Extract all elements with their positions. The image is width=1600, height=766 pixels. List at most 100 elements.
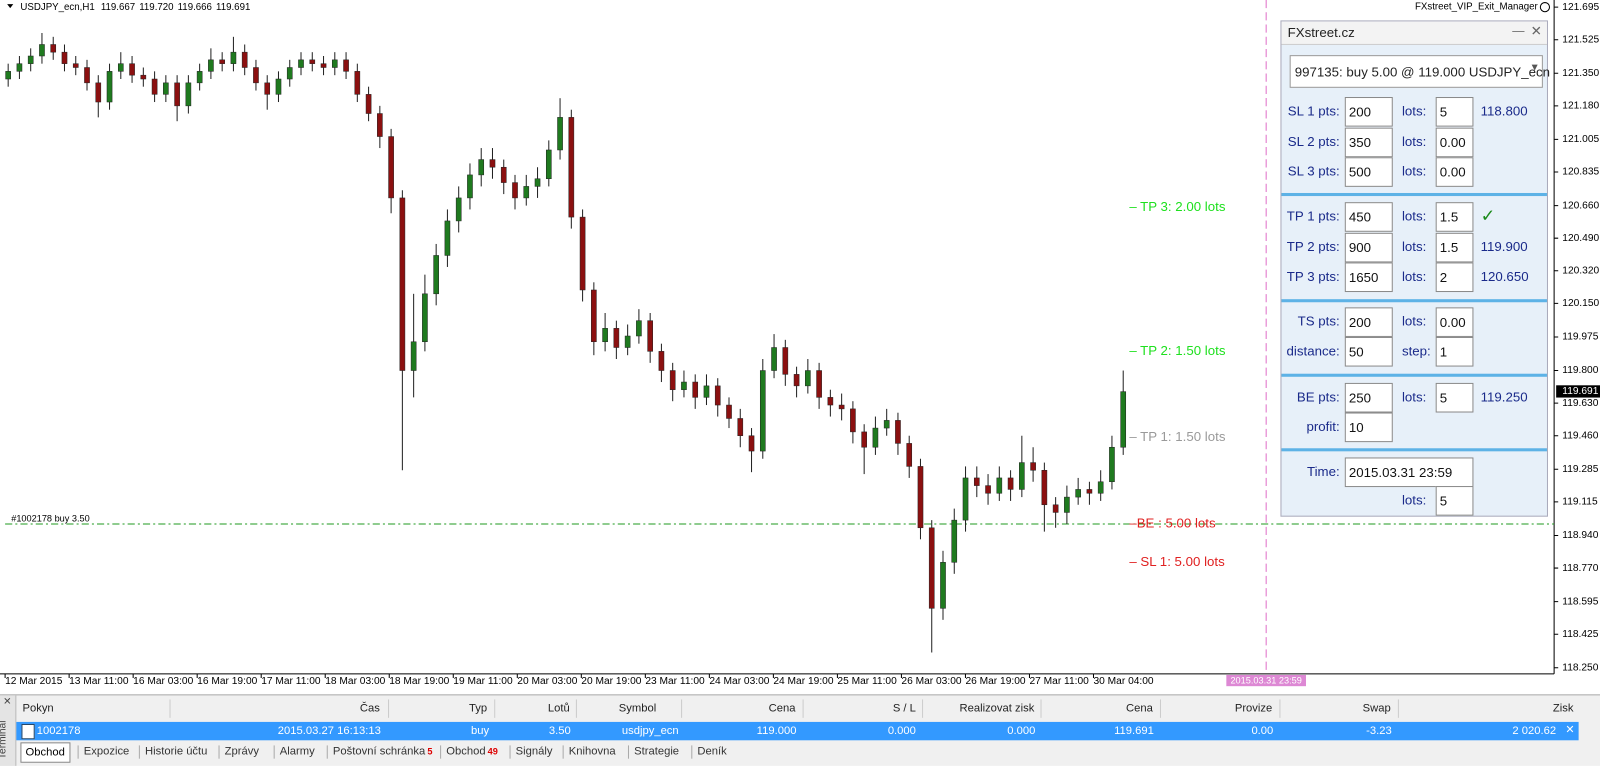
section-separator	[1281, 192, 1547, 197]
exit-level-label: – TP 1: 1.50 lots	[1129, 429, 1225, 444]
tab[interactable]: Alarmy	[276, 742, 319, 760]
points-input[interactable]: 350	[1344, 127, 1393, 158]
lots-input[interactable]: 0.00	[1435, 307, 1474, 337]
points-input[interactable]: 450	[1344, 202, 1393, 232]
lots-label: lots:	[1401, 313, 1427, 329]
tab-divider	[627, 745, 629, 759]
points-input[interactable]: 200	[1344, 97, 1393, 127]
tab[interactable]: Historie účtu	[141, 742, 212, 760]
points-input[interactable]: 2015.03.31 23:59	[1344, 457, 1474, 488]
column-header[interactable]: S / L	[892, 702, 916, 715]
points-input[interactable]: 10	[1344, 412, 1393, 443]
points-input[interactable]: 200	[1344, 307, 1393, 337]
tab-divider	[138, 745, 140, 759]
points-input[interactable]: 500	[1344, 157, 1393, 187]
column-header[interactable]: Zisk	[1552, 702, 1574, 715]
column-header[interactable]: Typ	[468, 702, 488, 715]
lots-input[interactable]: 2	[1435, 262, 1474, 293]
column-header[interactable]: Realizovat zisk	[959, 702, 1035, 715]
lots-label: lots:	[1401, 163, 1427, 179]
field-label: Time:	[1306, 463, 1340, 479]
column-header[interactable]: Provize	[1234, 702, 1273, 715]
candle-body	[298, 59, 304, 68]
candle-body	[196, 71, 203, 84]
tab[interactable]: Expozice	[80, 742, 134, 760]
column-header[interactable]: Swap	[1362, 702, 1391, 715]
indicator-name: FXstreet_VIP_Exit_Manager	[1415, 2, 1539, 13]
lots-input[interactable]: 5	[1435, 382, 1474, 413]
tab-label: Zprávy	[224, 745, 259, 758]
candle-body	[602, 328, 608, 343]
candle-body	[399, 197, 406, 371]
terminal-close[interactable]: ✕	[3, 696, 12, 708]
column-divider	[388, 699, 390, 718]
lots-input[interactable]: 1.5	[1435, 232, 1474, 263]
lots-input[interactable]: 5	[1435, 486, 1474, 516]
candle-body	[489, 159, 496, 168]
column-header[interactable]: Lotů	[547, 702, 570, 715]
level-price: 119.900	[1480, 238, 1528, 255]
points-input[interactable]: 50	[1344, 336, 1393, 367]
terminal-panel: ✕ Terminál Pokyn Čas Typ Lotů Symbol Cena S / …	[0, 694, 1600, 766]
candle-body	[478, 159, 485, 176]
close-button[interactable]: ✕	[1530, 23, 1542, 39]
lots-input[interactable]: 0.00	[1435, 127, 1474, 158]
tab[interactable]: Poštovní schránka 5	[329, 742, 437, 760]
level-price: 120.650	[1480, 268, 1529, 284]
candle-body	[151, 78, 158, 95]
exit-level-label: – SL 1: 5.00 lots	[1129, 554, 1225, 569]
field-label: TP 3 pts:	[1286, 268, 1340, 284]
tab-label: Poštovní schránka	[332, 745, 426, 758]
panel-title: FXstreet.cz	[1287, 24, 1355, 40]
column-header[interactable]: Čas	[359, 702, 380, 715]
tab[interactable]: Strategie	[630, 742, 683, 760]
points-input[interactable]: 250	[1344, 382, 1393, 413]
tab[interactable]: Signály	[512, 742, 557, 760]
row-close[interactable]: ✕	[1565, 723, 1575, 737]
candle-body	[613, 328, 620, 348]
lots-input[interactable]: 0.00	[1435, 157, 1474, 187]
field-label: SL 3 pts:	[1287, 163, 1340, 179]
x-tick-label: 20 Mar 03:00	[517, 676, 577, 687]
minimize-button[interactable]: —	[1512, 23, 1525, 38]
candle-body	[1086, 489, 1093, 494]
tab[interactable]: Knihovna	[565, 742, 620, 760]
tab[interactable]: Obchod 49	[442, 742, 502, 760]
candle-body	[230, 51, 237, 64]
tab-divider	[691, 745, 693, 759]
x-tick-label: 24 Mar 19:00	[773, 676, 833, 687]
tab-label: Expozice	[83, 745, 130, 758]
candle-body	[16, 63, 23, 72]
column-header[interactable]: Pokyn	[22, 702, 54, 715]
tab[interactable]: Obchod	[20, 742, 70, 763]
level-price: 119.250	[1480, 389, 1528, 405]
selected-row[interactable]	[16, 721, 1579, 741]
column-divider	[1159, 699, 1161, 718]
column-header[interactable]: Cena	[768, 702, 796, 715]
y-tick-label: 119.975	[1562, 332, 1598, 343]
candle-body	[996, 477, 1003, 494]
candle-body	[782, 347, 789, 375]
candle-body	[208, 59, 214, 72]
candle-body	[883, 420, 890, 429]
candle-body	[433, 255, 439, 295]
lots-label: lots:	[1401, 492, 1427, 508]
tab[interactable]: Deník	[693, 742, 731, 760]
candle-body	[1109, 446, 1115, 483]
column-header[interactable]: Symbol	[618, 702, 657, 715]
column-divider	[681, 699, 683, 718]
column-header[interactable]: Cena	[1125, 702, 1153, 715]
points-input[interactable]: 1650	[1344, 262, 1393, 293]
terminal-label: Terminál	[0, 720, 9, 760]
points-input[interactable]: 900	[1344, 232, 1393, 263]
lots-input[interactable]: 5	[1435, 97, 1474, 127]
order-dropdown[interactable]: 997135: buy 5.00 @ 119.000 USDJPY_ecn ▼	[1289, 55, 1550, 88]
candle-body	[872, 427, 879, 448]
candle-body	[117, 63, 124, 72]
header-price: 119.667	[101, 2, 135, 13]
lots-input[interactable]: 1.5	[1435, 202, 1474, 232]
current-price-label: 119.691	[1562, 386, 1598, 397]
lots-input[interactable]: 1	[1435, 336, 1474, 367]
tab[interactable]: Zprávy	[221, 742, 264, 760]
